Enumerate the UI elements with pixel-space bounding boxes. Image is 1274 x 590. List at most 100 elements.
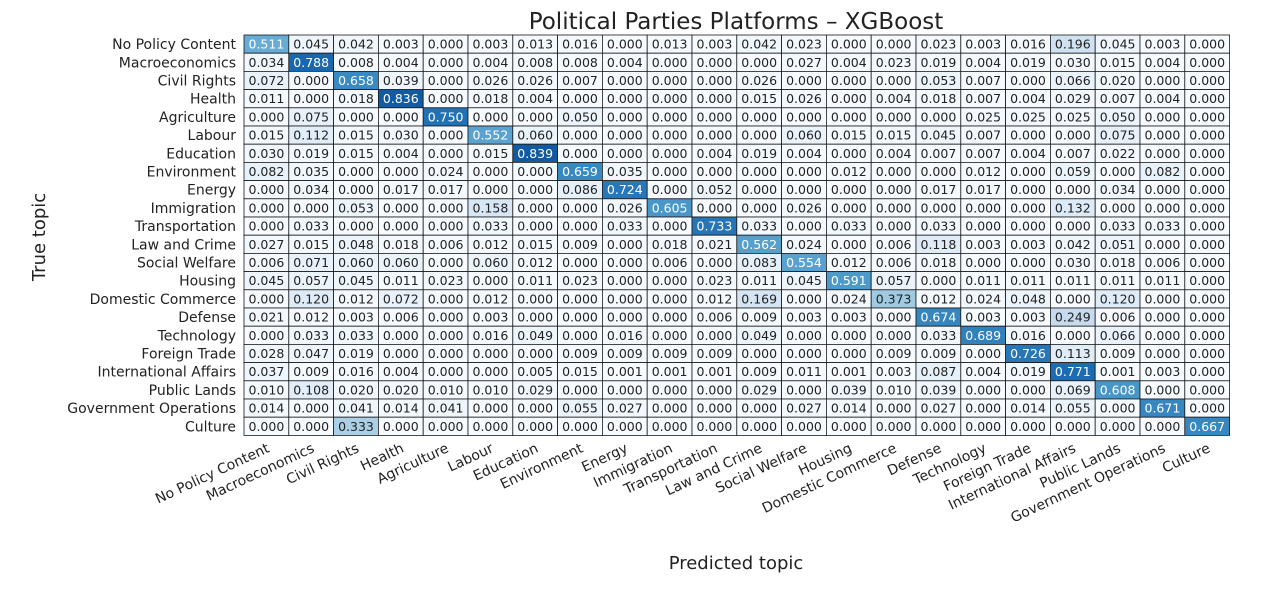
cell-value-label: 0.000 xyxy=(428,328,464,343)
cell-value-label: 0.726 xyxy=(1010,346,1046,361)
cell-value-label: 0.001 xyxy=(652,364,688,379)
cell-value-label: 0.000 xyxy=(428,219,464,234)
cell-value-label: 0.000 xyxy=(1010,419,1046,434)
heatmap-cell xyxy=(1184,416,1231,436)
cell-value-label: 0.000 xyxy=(652,164,688,179)
cell-value-label: 0.000 xyxy=(1100,164,1136,179)
cell-value-label: 0.011 xyxy=(517,273,553,288)
cell-value-label: 0.011 xyxy=(965,273,1001,288)
cell-value-label: 0.000 xyxy=(1055,128,1091,143)
cell-value-label: 0.033 xyxy=(1100,219,1136,234)
cell-value-label: 0.750 xyxy=(428,109,464,124)
cell-value-label: 0.001 xyxy=(607,364,643,379)
cell-value-label: 0.000 xyxy=(473,182,509,197)
cell-value-label: 0.000 xyxy=(697,419,733,434)
cell-value-label: 0.030 xyxy=(383,128,419,143)
cell-value-label: 0.000 xyxy=(921,164,957,179)
cell-value-label: 0.015 xyxy=(831,128,867,143)
cell-value-label: 0.003 xyxy=(697,37,733,52)
cell-value-label: 0.011 xyxy=(1100,273,1136,288)
cell-value-label: 0.022 xyxy=(1100,146,1136,161)
cell-value-label: 0.000 xyxy=(741,128,777,143)
cell-value-label: 0.000 xyxy=(741,346,777,361)
cell-value-label: 0.000 xyxy=(741,109,777,124)
cell-value-label: 0.000 xyxy=(473,401,509,416)
cell-value-label: 0.000 xyxy=(338,109,374,124)
cell-value-label: 0.004 xyxy=(1145,55,1181,70)
cell-value-label: 0.000 xyxy=(1145,291,1181,306)
cell-value-label: 0.035 xyxy=(607,164,643,179)
cell-value-label: 0.024 xyxy=(786,237,822,252)
cell-value-label: 0.000 xyxy=(652,273,688,288)
cell-value-label: 0.000 xyxy=(1145,237,1181,252)
row-label: Macroeconomics xyxy=(119,55,236,71)
cell-value-label: 0.055 xyxy=(1055,401,1091,416)
cell-value-label: 0.015 xyxy=(249,128,285,143)
cell-value-label: 0.113 xyxy=(1055,346,1091,361)
cell-value-label: 0.018 xyxy=(383,237,419,252)
cell-value-label: 0.000 xyxy=(607,73,643,88)
cell-value-label: 0.066 xyxy=(1055,73,1091,88)
cell-value-label: 0.029 xyxy=(741,382,777,397)
cell-value-label: 0.000 xyxy=(293,73,329,88)
cell-value-label: 0.000 xyxy=(876,109,912,124)
cell-value-label: 0.000 xyxy=(697,128,733,143)
cell-value-label: 0.015 xyxy=(517,237,553,252)
cell-value-label: 0.000 xyxy=(1189,346,1225,361)
cell-value-label: 0.658 xyxy=(338,73,374,88)
cell-value-label: 0.005 xyxy=(517,364,553,379)
cell-value-label: 0.010 xyxy=(249,382,285,397)
cell-value-label: 0.053 xyxy=(921,73,957,88)
cell-value-label: 0.016 xyxy=(562,37,598,52)
cell-value-label: 0.000 xyxy=(562,419,598,434)
cell-value-label: 0.012 xyxy=(697,291,733,306)
cell-value-label: 0.004 xyxy=(786,146,822,161)
cell-value-label: 0.035 xyxy=(293,164,329,179)
cell-value-label: 0.000 xyxy=(831,73,867,88)
cell-value-label: 0.000 xyxy=(562,310,598,325)
cell-value-label: 0.014 xyxy=(1010,401,1046,416)
cell-value-label: 0.004 xyxy=(831,55,867,70)
cell-value-label: 0.000 xyxy=(1055,182,1091,197)
cell-value-label: 0.082 xyxy=(249,164,285,179)
cell-value-label: 0.011 xyxy=(741,273,777,288)
cell-value-label: 0.000 xyxy=(249,328,285,343)
row-label: Culture xyxy=(185,419,236,435)
cell-value-label: 0.000 xyxy=(428,37,464,52)
cell-value-label: 0.000 xyxy=(428,55,464,70)
cell-value-label: 0.042 xyxy=(741,37,777,52)
cell-value-label: 0.000 xyxy=(293,200,329,215)
cell-value-label: 0.055 xyxy=(562,401,598,416)
cell-value-label: 0.004 xyxy=(473,55,509,70)
cell-value-label: 0.024 xyxy=(965,291,1001,306)
cell-value-label: 0.019 xyxy=(293,146,329,161)
cell-value-label: 0.000 xyxy=(1145,109,1181,124)
cell-value-label: 0.045 xyxy=(249,273,285,288)
cell-value-label: 0.733 xyxy=(697,219,733,234)
cell-value-label: 0.033 xyxy=(921,328,957,343)
cell-value-label: 0.027 xyxy=(921,401,957,416)
cell-value-label: 0.000 xyxy=(1145,382,1181,397)
cell-value-label: 0.000 xyxy=(1189,364,1225,379)
cell-value-label: 0.000 xyxy=(652,128,688,143)
cell-value-label: 0.004 xyxy=(965,364,1001,379)
cell-value-label: 0.000 xyxy=(517,164,553,179)
cell-value-label: 0.000 xyxy=(876,419,912,434)
cell-value-label: 0.605 xyxy=(652,200,688,215)
cell-value-label: 0.000 xyxy=(831,419,867,434)
cell-value-label: 0.009 xyxy=(697,346,733,361)
cell-value-label: 0.033 xyxy=(293,328,329,343)
cell-value-label: 0.674 xyxy=(921,310,957,325)
cell-value-label: 0.004 xyxy=(965,55,1001,70)
cell-value-label: 0.659 xyxy=(562,164,598,179)
cell-value-label: 0.000 xyxy=(1010,382,1046,397)
cell-value-label: 0.034 xyxy=(1100,182,1136,197)
cell-value-label: 0.011 xyxy=(1145,273,1181,288)
cell-value-label: 0.000 xyxy=(1100,401,1136,416)
cell-value-label: 0.003 xyxy=(1010,310,1046,325)
cell-value-label: 0.051 xyxy=(1100,237,1136,252)
cell-value-label: 0.000 xyxy=(473,109,509,124)
cell-value-label: 0.026 xyxy=(473,73,509,88)
cell-value-label: 0.000 xyxy=(607,37,643,52)
cell-value-label: 0.011 xyxy=(249,91,285,106)
